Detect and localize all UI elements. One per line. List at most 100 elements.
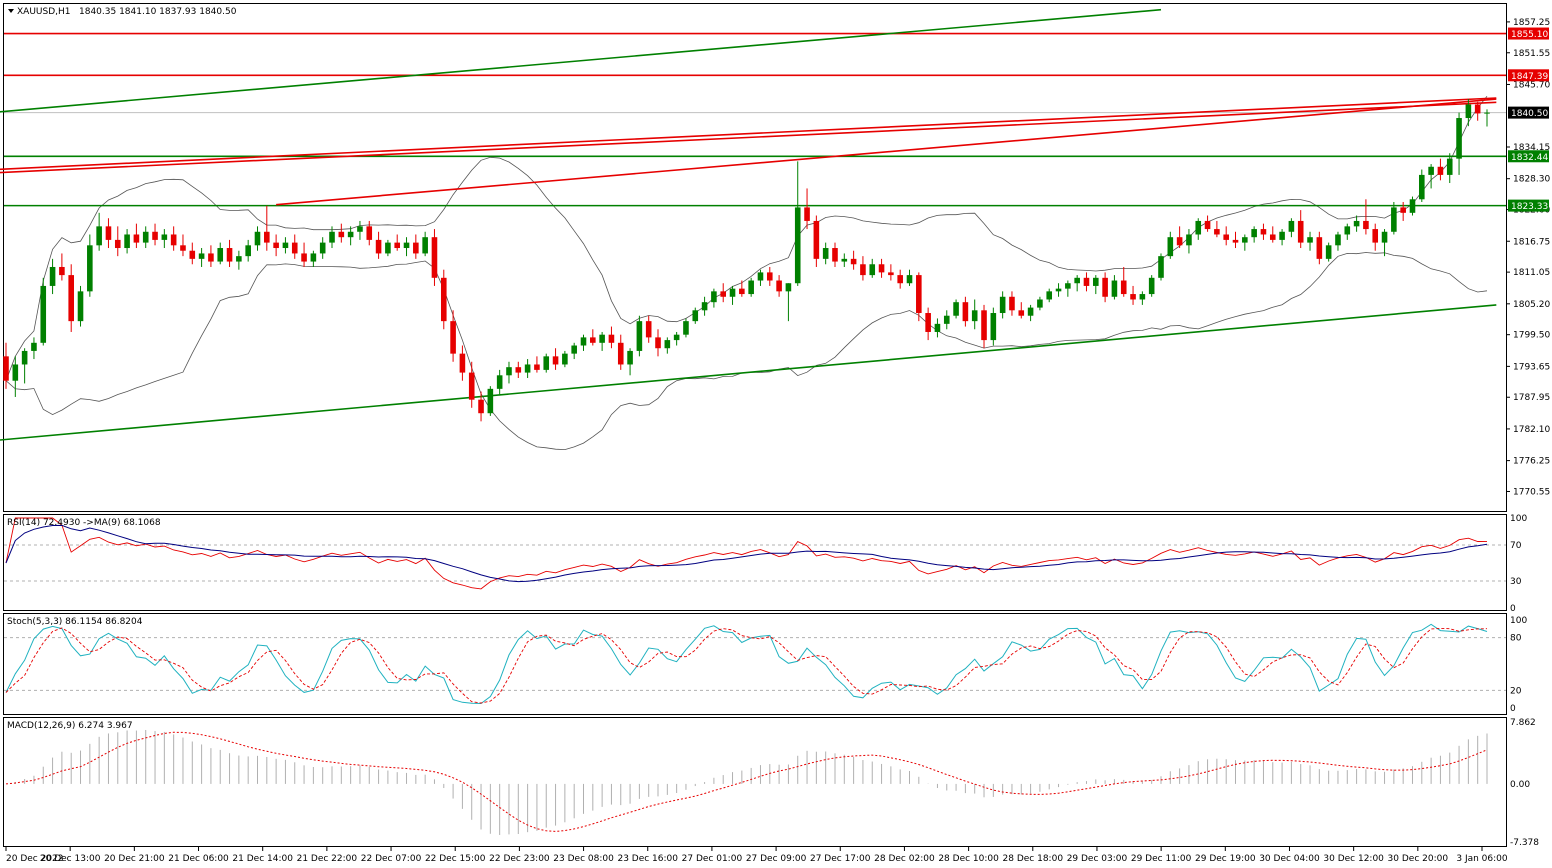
candle-body[interactable]	[1083, 277, 1090, 286]
candle-body[interactable]	[1242, 237, 1248, 243]
candle-body[interactable]	[1288, 220, 1295, 232]
candle-body[interactable]	[1167, 237, 1174, 257]
candle-body[interactable]	[152, 231, 158, 240]
candle-body[interactable]	[245, 245, 251, 257]
candle-body[interactable]	[813, 220, 820, 259]
candle-body[interactable]	[971, 310, 978, 322]
candle-body[interactable]	[1437, 166, 1444, 175]
candle-body[interactable]	[617, 342, 624, 365]
candle-body[interactable]	[3, 356, 9, 381]
candle-body[interactable]	[794, 207, 801, 284]
candle-body[interactable]	[403, 242, 410, 249]
candle-body[interactable]	[1335, 234, 1341, 246]
candle-body[interactable]	[1381, 231, 1388, 243]
candle-body[interactable]	[580, 337, 587, 346]
candle-body[interactable]	[822, 248, 829, 259]
candle-body[interactable]	[133, 234, 140, 243]
candle-body[interactable]	[310, 253, 317, 262]
candle-body[interactable]	[571, 345, 577, 354]
candle-body[interactable]	[850, 258, 857, 265]
candle-body[interactable]	[468, 372, 475, 400]
price-panel[interactable]	[3, 3, 1507, 512]
candle-body[interactable]	[282, 242, 289, 249]
candle-body[interactable]	[748, 280, 754, 295]
candle-body[interactable]	[1465, 104, 1472, 119]
candle-body[interactable]	[1269, 234, 1276, 240]
candle-body[interactable]	[254, 231, 261, 246]
candle-body[interactable]	[524, 364, 531, 373]
candle-body[interactable]	[226, 248, 233, 262]
candle-body[interactable]	[142, 231, 149, 243]
candle-body[interactable]	[161, 234, 168, 240]
candle-body[interactable]	[478, 399, 484, 414]
candle-body[interactable]	[636, 321, 643, 351]
candle-body[interactable]	[1297, 220, 1304, 243]
candle-body[interactable]	[1474, 104, 1481, 114]
candle-body[interactable]	[534, 364, 540, 370]
candle-body[interactable]	[375, 239, 382, 254]
candle-body[interactable]	[366, 226, 373, 240]
stoch-panel[interactable]	[3, 613, 1507, 715]
candle-body[interactable]	[590, 337, 596, 343]
candle-body[interactable]	[1409, 199, 1416, 213]
candle-body[interactable]	[1307, 237, 1313, 243]
candle-body[interactable]	[543, 356, 550, 370]
lower-channel-line[interactable]	[0, 304, 1497, 441]
candle-body[interactable]	[440, 277, 447, 322]
candle-body[interactable]	[105, 226, 112, 240]
candle-body[interactable]	[934, 323, 941, 332]
candle-body[interactable]	[655, 337, 661, 349]
candle-body[interactable]	[1111, 280, 1118, 297]
candle-body[interactable]	[841, 258, 848, 262]
candle-body[interactable]	[1456, 118, 1462, 159]
candle-body[interactable]	[1204, 220, 1211, 230]
candle-body[interactable]	[496, 375, 503, 389]
candle-body[interactable]	[1037, 299, 1043, 308]
candle-body[interactable]	[1446, 158, 1453, 175]
candle-body[interactable]	[599, 334, 605, 343]
candle-body[interactable]	[673, 334, 680, 341]
candle-body[interactable]	[1055, 288, 1062, 292]
candle-body[interactable]	[291, 242, 298, 254]
candle-body[interactable]	[96, 226, 102, 246]
candle-body[interactable]	[1400, 207, 1406, 213]
candle-body[interactable]	[906, 275, 913, 284]
candle-body[interactable]	[711, 291, 717, 303]
candle-body[interactable]	[1391, 207, 1397, 232]
candle-body[interactable]	[1176, 237, 1183, 246]
candle-body[interactable]	[1074, 277, 1080, 284]
candle-body[interactable]	[1092, 277, 1099, 286]
candle-body[interactable]	[785, 283, 792, 292]
candle-body[interactable]	[1344, 226, 1351, 235]
candle-body[interactable]	[1195, 220, 1202, 235]
candle-body[interactable]	[729, 288, 736, 297]
candle-body[interactable]	[1102, 277, 1108, 297]
candle-body[interactable]	[608, 334, 615, 343]
candle-body[interactable]	[562, 353, 568, 365]
candle-body[interactable]	[1158, 256, 1164, 278]
candle-body[interactable]	[515, 367, 522, 373]
candle-body[interactable]	[757, 272, 764, 281]
candle-body[interactable]	[459, 353, 466, 373]
candle-body[interactable]	[87, 245, 93, 292]
candle-body[interactable]	[264, 231, 270, 243]
candle-body[interactable]	[916, 275, 922, 314]
candle-body[interactable]	[1139, 294, 1146, 300]
candle-body[interactable]	[1065, 283, 1071, 289]
candle-body[interactable]	[506, 367, 512, 376]
candle-body[interactable]	[552, 356, 559, 365]
resistance-trend-line[interactable]	[276, 98, 1497, 206]
candle-body[interactable]	[1260, 229, 1267, 235]
candle-body[interactable]	[981, 310, 987, 341]
candle-body[interactable]	[1130, 294, 1136, 300]
candle-body[interactable]	[925, 313, 931, 332]
candle-body[interactable]	[236, 256, 242, 262]
candle-body[interactable]	[114, 239, 121, 249]
candle-body[interactable]	[77, 291, 84, 322]
candle-body[interactable]	[1325, 245, 1332, 259]
candle-body[interactable]	[1353, 220, 1360, 227]
candle-body[interactable]	[953, 302, 959, 316]
resistance-trend-line[interactable]	[0, 101, 1497, 174]
candle-body[interactable]	[1232, 239, 1239, 243]
candle-body[interactable]	[739, 288, 745, 295]
